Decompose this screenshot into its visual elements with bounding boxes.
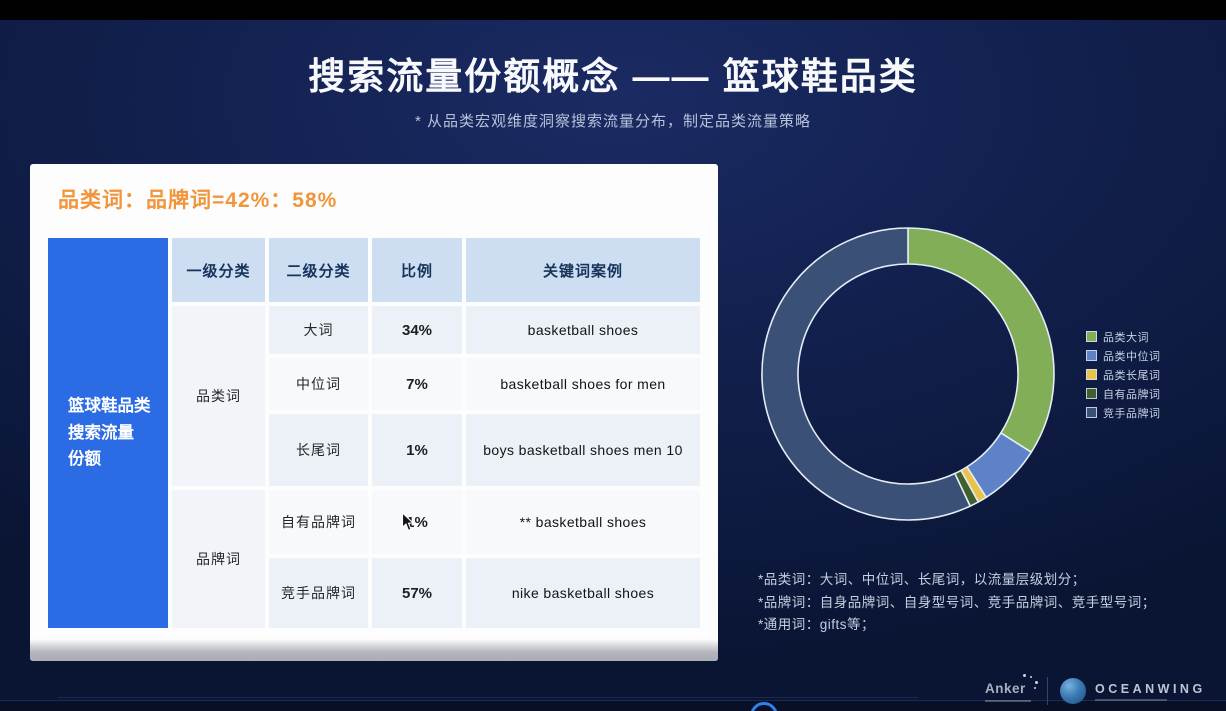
legend-label: 自有品牌词 [1103, 388, 1161, 401]
legend-swatch-icon [1086, 350, 1097, 361]
anker-logo-text: Anker [985, 681, 1026, 696]
table-cell: 长尾词 [269, 414, 368, 486]
legend-item: 竞手品牌词 [1086, 407, 1161, 420]
legend-item: 品类中位词 [1086, 350, 1161, 363]
legend-swatch-icon [1086, 369, 1097, 380]
ratio-headline: 品类词：品牌词=42%：58% [58, 189, 338, 212]
footer-logos: Anker OCEANWING [985, 674, 1206, 708]
card-bottom-shade [30, 639, 718, 661]
donut-slice [907, 227, 1055, 454]
donut-slice [761, 227, 971, 521]
legend-item: 品类大词 [1086, 331, 1161, 344]
table-cell: 中位词 [269, 358, 368, 410]
summary-card: 品类词：品牌词=42%：58% 篮球鞋品类 搜索流量 份额 一级分类 二级分类 … [30, 164, 718, 661]
table-cell: 7% [372, 358, 462, 410]
table-cell: 57% [372, 558, 462, 628]
anker-logo: Anker [985, 674, 1043, 702]
table-cell: 1% [372, 490, 462, 554]
col-header-keyword-example: 关键词案例 [466, 238, 700, 302]
table-cell: 1% [372, 414, 462, 486]
table-cell: basketball shoes [466, 306, 700, 354]
oceanwing-logo-text: OCEANWING [1095, 681, 1206, 696]
footnotes-block: *品类词：大词、中位词、长尾词，以流量层级划分； *品牌词：自身品牌词、自身型号… [758, 569, 1156, 637]
legend-label: 竞手品牌词 [1103, 407, 1161, 420]
anker-tagline-bar [985, 700, 1031, 702]
legend-swatch-icon [1086, 407, 1097, 418]
table-cell: nike basketball shoes [466, 558, 700, 628]
letterbox-top [0, 0, 1226, 20]
legend-item: 自有品牌词 [1086, 388, 1161, 401]
footer-divider [1047, 677, 1048, 705]
footnote-line: *品类词：大词、中位词、长尾词，以流量层级划分； [758, 572, 1086, 587]
legend-label: 品类中位词 [1103, 350, 1161, 363]
table-row-axis-label: 篮球鞋品类 搜索流量 份额 [48, 238, 168, 628]
oceanwing-globe-icon [1060, 678, 1086, 704]
chart-legend: 品类大词品类中位词品类长尾词自有品牌词竞手品牌词 [1086, 331, 1161, 426]
col-header-ratio: 比例 [372, 238, 462, 302]
col-header-level1: 一级分类 [172, 238, 265, 302]
table-cell: boys basketball shoes men 10 [466, 414, 700, 486]
footnote-line: *品牌词：自身品牌词、自身型号词、竞手品牌词、竞手型号词； [758, 594, 1156, 610]
oceanwing-logo: OCEANWING [1060, 678, 1206, 704]
letterbox-bottom [0, 700, 1226, 711]
table-cell: ** basketball shoes [466, 490, 700, 554]
table-cell: 大词 [269, 306, 368, 354]
group-cell-category-words: 品类词 [172, 306, 265, 486]
table-cell: 自有品牌词 [269, 490, 368, 554]
legend-label: 品类大词 [1103, 331, 1149, 344]
legend-item: 品类长尾词 [1086, 369, 1161, 382]
slide-subtitle: * 从品类宏观维度洞察搜索流量分布，制定品类流量策略 [414, 113, 811, 130]
traffic-share-table: 篮球鞋品类 搜索流量 份额 一级分类 二级分类 比例 关键词案例 品类词 品牌词… [48, 238, 700, 628]
oceanwing-tagline-bar [1095, 698, 1167, 701]
mouse-cursor-icon [401, 511, 415, 537]
slide-title: 搜索流量份额概念 —— 篮球鞋品类 [308, 56, 918, 97]
legend-swatch-icon [1086, 388, 1097, 399]
table-cell: 34% [372, 306, 462, 354]
group-cell-brand-words: 品牌词 [172, 490, 265, 628]
col-header-level2: 二级分类 [269, 238, 368, 302]
bottom-hairline [58, 697, 918, 698]
table-cell: 竞手品牌词 [269, 558, 368, 628]
donut-chart [761, 227, 1055, 521]
table-cell: basketball shoes for men [466, 358, 700, 410]
legend-label: 品类长尾词 [1103, 369, 1161, 382]
legend-swatch-icon [1086, 331, 1097, 342]
footnote-line: *通用词：gifts等； [758, 617, 876, 632]
